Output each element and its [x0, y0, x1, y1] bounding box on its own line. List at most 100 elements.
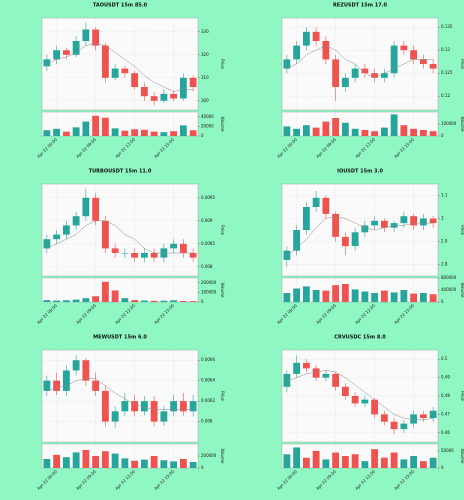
y-tick-label: 0.0066 [201, 357, 215, 362]
candle-body [53, 380, 61, 391]
volume-bar [322, 121, 330, 136]
candle-body [312, 197, 320, 207]
candle-body [140, 401, 148, 412]
candle-body [341, 236, 349, 247]
candle-body [170, 243, 178, 249]
candle-body [121, 253, 129, 254]
candle-body [380, 73, 388, 78]
x-tick-label: Apr 22 09:00 [75, 137, 97, 159]
chart-title: REZUSDT 15m 17.0 [333, 3, 388, 9]
candle-body [131, 401, 139, 412]
volume-bar [302, 286, 310, 302]
candle-body [179, 243, 187, 253]
x-tick-label: Apr 22 12:00 [114, 303, 136, 325]
y-axis-label: Price [220, 225, 225, 235]
x-tick-label: Apr 22 06:00 [276, 303, 298, 325]
y-axis-label: Price [460, 59, 464, 69]
vol-tick-label: 50000 [441, 448, 454, 453]
volume-bar [189, 462, 197, 468]
volume-axis-label: Volume [220, 449, 225, 464]
volume-bar [361, 291, 369, 302]
volume-axis-label: Volume [220, 283, 225, 298]
volume-bar [150, 300, 158, 302]
volume-bar [351, 454, 359, 468]
volume-bar [371, 449, 379, 468]
vol-tick-label: 100000 [441, 121, 457, 126]
candle-body [101, 220, 109, 249]
x-tick-label: Apr 22 12:00 [354, 469, 376, 491]
moving-average [286, 215, 434, 256]
chart-title: CRVUSDC 15m 8.0 [334, 335, 386, 341]
candle-body [140, 253, 148, 258]
volume-bar [312, 290, 320, 302]
vol-tick-label: 20000 [201, 123, 214, 128]
y-tick-label: 3.1 [441, 193, 448, 198]
y-axis-label: Price [460, 391, 464, 401]
candle-body [111, 411, 119, 422]
candle-body [111, 248, 119, 253]
volume-bar [322, 290, 330, 302]
y-tick-label: 0.49 [441, 375, 450, 380]
volume-bar [111, 290, 119, 302]
candle-body [160, 411, 168, 422]
candle-body [332, 373, 340, 387]
candle-body [121, 401, 129, 412]
candle-body [293, 45, 301, 60]
candle-body [43, 239, 51, 249]
candle-body [121, 68, 129, 74]
candle-body [351, 68, 359, 78]
candle-body [92, 197, 100, 221]
candle-body [410, 216, 418, 226]
volume-bar [111, 453, 119, 468]
y-axis-label: Price [460, 225, 464, 235]
volume-bar [43, 459, 51, 468]
y-tick-label: 0.0064 [201, 378, 215, 383]
volume-bar [43, 300, 51, 302]
candle-body [419, 59, 427, 64]
volume-bar [150, 456, 158, 468]
volume-bar [283, 126, 291, 136]
candle-body [150, 401, 158, 422]
candle-body [62, 370, 70, 391]
candle-body [429, 64, 437, 69]
candle-body [62, 225, 70, 235]
y-tick-label: 2.8 [441, 262, 448, 267]
volume-bar [380, 457, 388, 468]
moving-average [286, 45, 434, 79]
candle-body [53, 234, 61, 240]
volume-bar [371, 293, 379, 302]
candle-body [361, 225, 369, 233]
volume-bar [62, 131, 70, 136]
volume-bar [302, 457, 310, 468]
volume-bar [380, 290, 388, 302]
candle-body [400, 216, 408, 224]
volume-bar [53, 300, 61, 302]
volume-bar [160, 300, 168, 302]
y-tick-label: 0.0085 [201, 241, 215, 246]
candle-body [43, 380, 51, 391]
y-tick-label: 3 [441, 216, 444, 221]
volume-bar [332, 285, 340, 302]
x-tick-label: Apr 22 15:00 [393, 137, 415, 159]
candle-body [82, 29, 90, 41]
candle-body [322, 373, 330, 378]
candle-body [53, 50, 61, 60]
x-tick-label: Apr 22 15:00 [393, 303, 415, 325]
y-tick-label: 2.9 [441, 239, 448, 244]
volume-bar [131, 300, 139, 302]
x-tick-label: Apr 22 12:00 [114, 137, 136, 159]
chart-title: TURBOUSDT 15m 11.0 [89, 169, 152, 175]
candle-body [429, 410, 437, 419]
volume-bar [121, 458, 129, 468]
volume-bar [429, 294, 437, 302]
candle-body [293, 230, 301, 251]
volume-bar [332, 118, 340, 136]
candle-body [341, 77, 349, 87]
candle-body [170, 93, 178, 99]
volume-bar [101, 117, 109, 136]
volume-panel [41, 277, 199, 303]
moving-average [46, 378, 194, 410]
y-tick-label: 0.009 [201, 218, 213, 223]
candle-body [111, 68, 119, 78]
